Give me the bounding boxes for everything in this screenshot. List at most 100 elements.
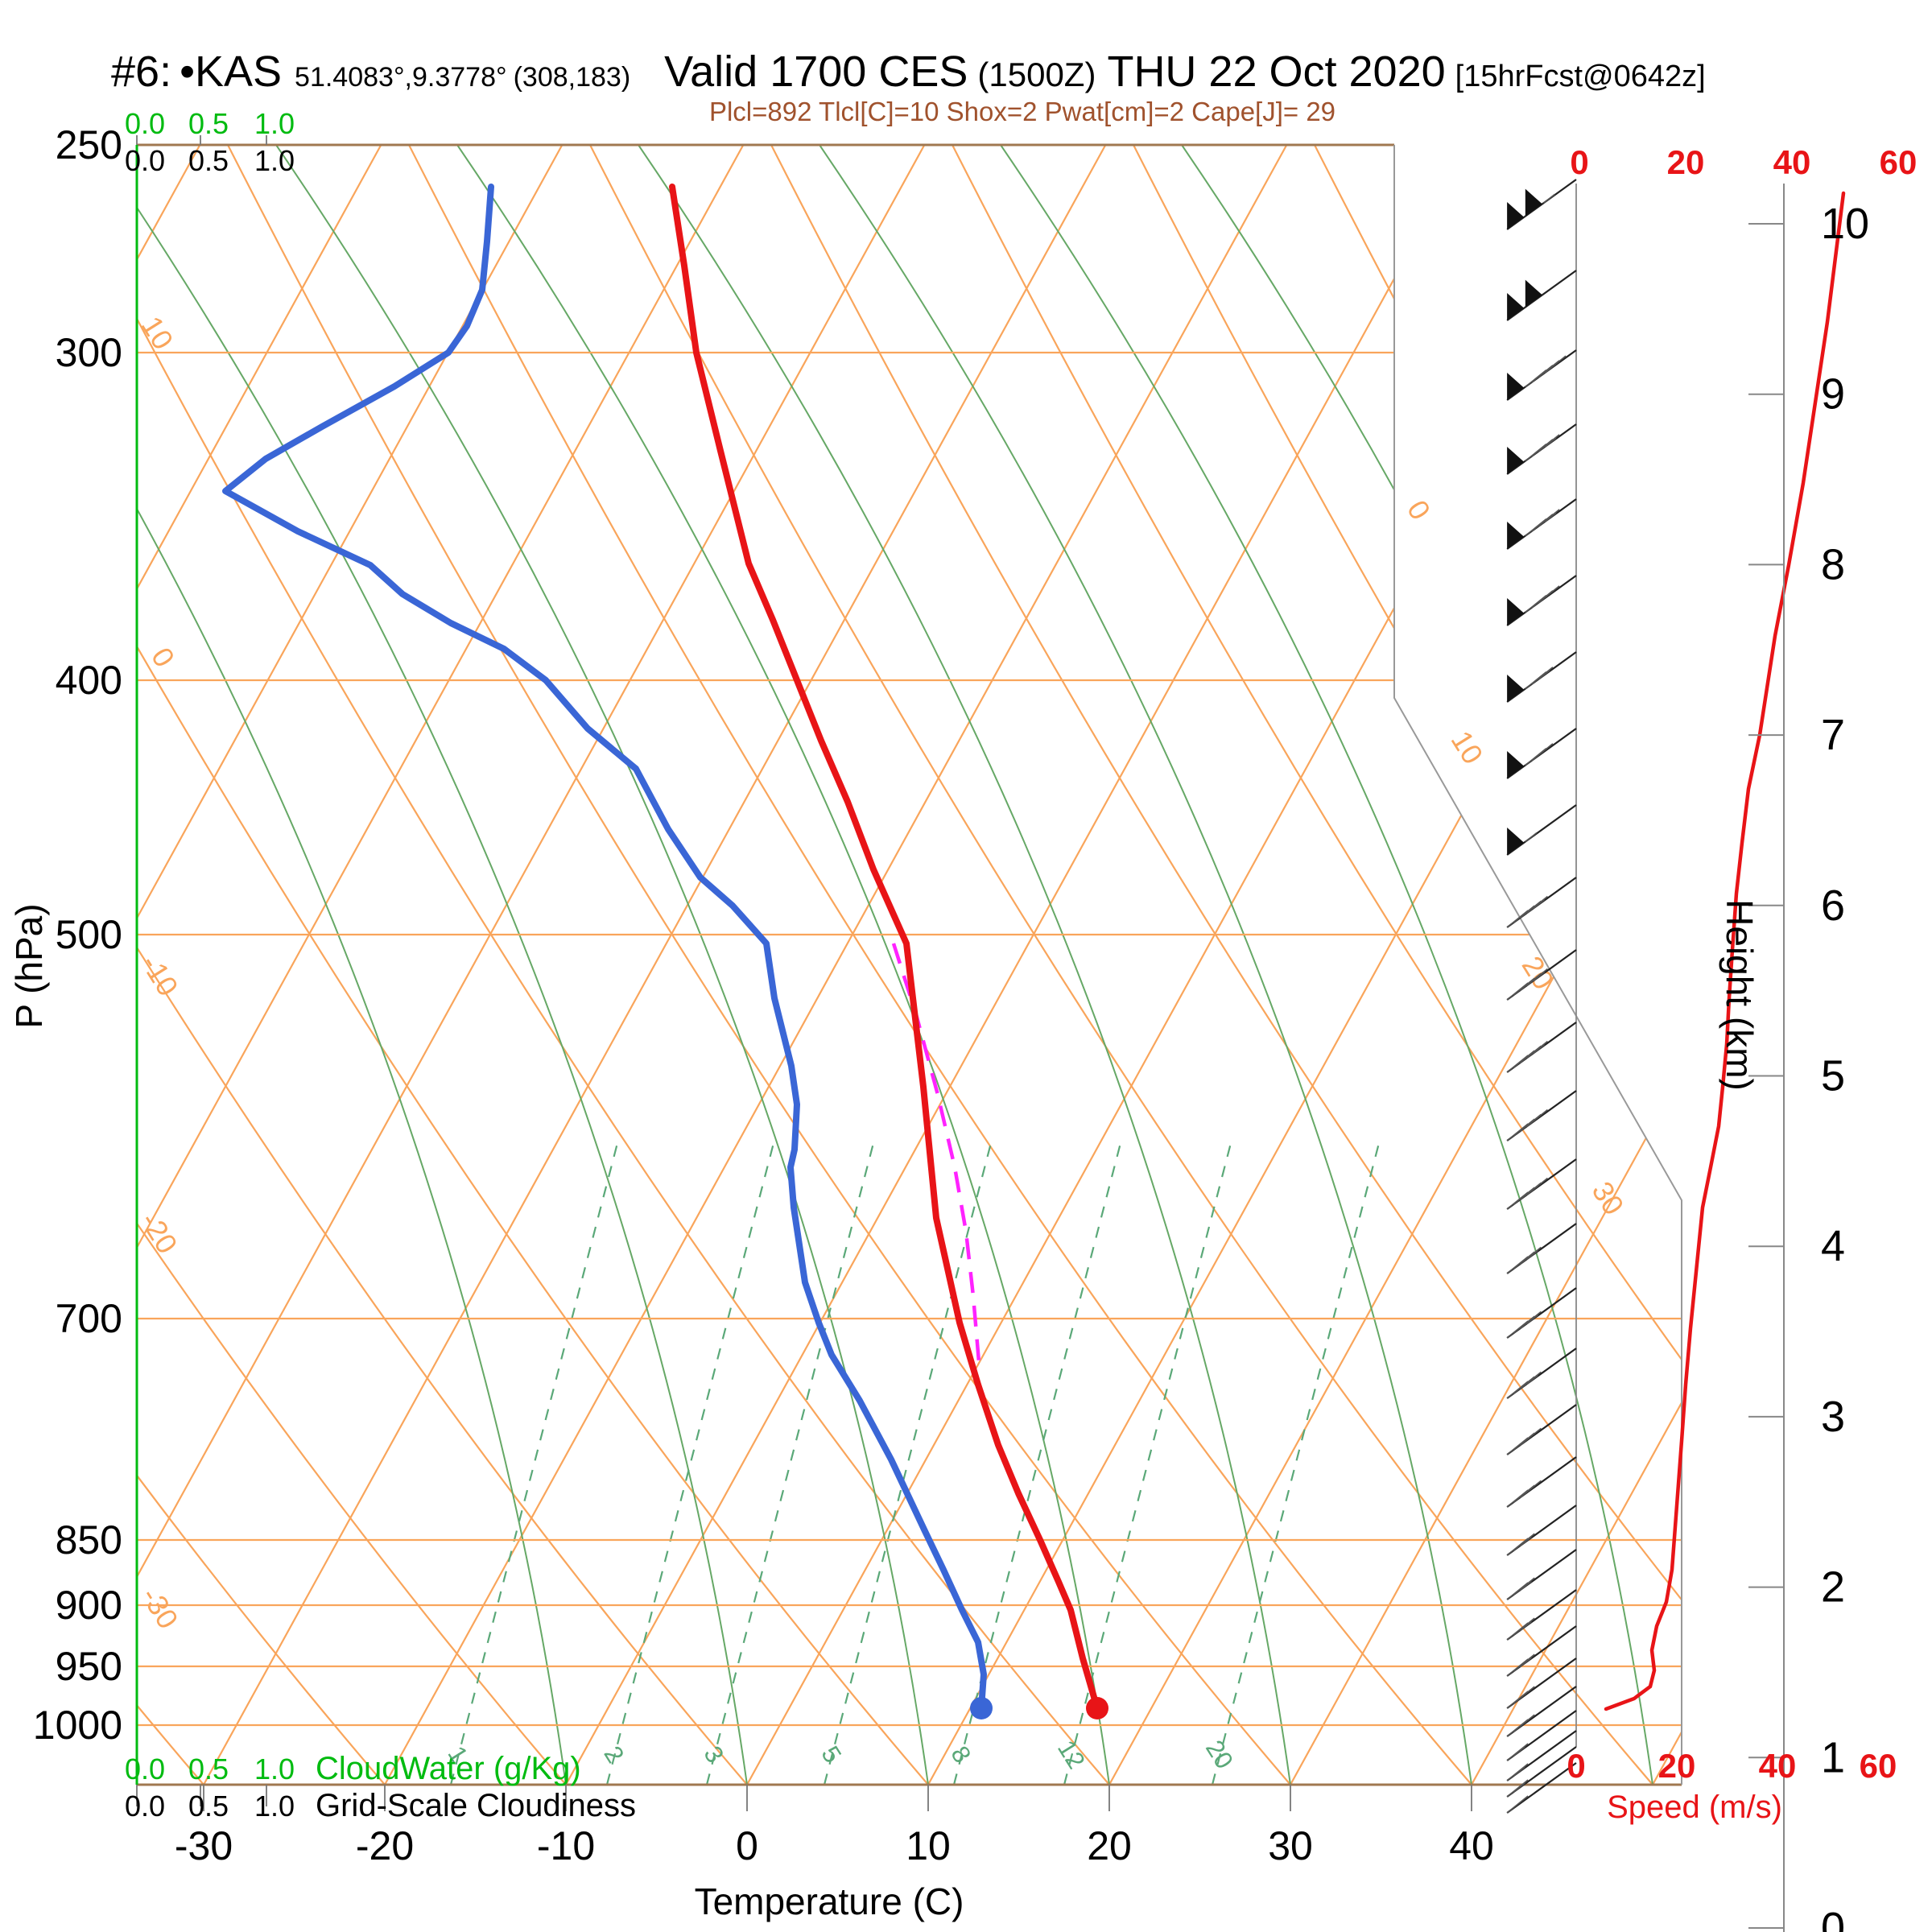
barb-full-feather — [1513, 1686, 1535, 1704]
barb-full-feather — [1519, 1427, 1542, 1446]
cloudwater-axis-title: CloudWater (g/Kg) — [316, 1751, 581, 1786]
isotherm-line — [137, 145, 382, 1785]
wind-barb — [1506, 1746, 1577, 1798]
pressure-tick-label: 850 — [56, 1517, 122, 1563]
speed-bottom-label: 60 — [1860, 1747, 1897, 1785]
mixing-ratio-line — [1211, 1142, 1381, 1785]
barb-flag — [1507, 373, 1525, 401]
wind-barb — [1506, 1762, 1577, 1814]
isotherm-line — [1290, 145, 1682, 1785]
isotherm-line — [1471, 145, 1682, 1785]
mixing-ratio-label: 2 — [598, 1741, 630, 1768]
cloudiness-scale-top: 1.0 — [254, 144, 295, 177]
parcel-curve — [891, 943, 981, 1363]
wind-barb — [1506, 1348, 1577, 1399]
mixing-ratio-line — [823, 1142, 993, 1785]
temperature-curve — [669, 184, 1100, 1711]
barb-flag — [1525, 188, 1542, 217]
temp-tick-label: -10 — [537, 1823, 595, 1868]
cloudiness-scale-bottom: 0.0 — [125, 1790, 165, 1823]
wind-barb — [1506, 1589, 1577, 1641]
temp-tick-label: 10 — [906, 1823, 951, 1868]
wind-barb — [1506, 575, 1577, 626]
dry-adiabat-line — [1676, 145, 1682, 1785]
mixing-ratio-label: 5 — [815, 1741, 847, 1768]
pressure-tick-label: 400 — [56, 658, 122, 703]
height-axis-title: Height (km) — [1719, 899, 1761, 1091]
dry-adiabat-line — [137, 145, 386, 1785]
barb-half-feather — [1513, 1766, 1525, 1777]
dry-adiabat-line — [137, 145, 1110, 1785]
temperature-surface-dot — [1086, 1697, 1108, 1719]
height-tick-label: 4 — [1821, 1222, 1845, 1270]
speed-top-label: 60 — [1880, 143, 1918, 181]
title-gridpoint: (308,183) — [513, 62, 631, 93]
cloudwater-scale-top: 1.0 — [254, 107, 295, 140]
cloudiness-scale-top: 0.5 — [188, 144, 229, 177]
title-valid-time: Valid 1700 CES — [664, 47, 968, 96]
wind-barb — [1506, 498, 1577, 550]
height-tick-label: 7 — [1821, 711, 1845, 759]
barb-staff — [1506, 804, 1577, 856]
cloudwater-scale-bottom: 0.5 — [188, 1752, 229, 1785]
cloudiness-scale-top: 0.0 — [125, 144, 165, 177]
barb-half-feather — [1544, 437, 1557, 448]
title-forecast: [15hrFcst@0642z] — [1455, 60, 1706, 93]
wind-speed-curve — [1604, 191, 1846, 1711]
temp-tick-label: 20 — [1087, 1823, 1132, 1868]
isotherm-line — [137, 145, 926, 1785]
speed-axis-title: Speed (m/s) — [1607, 1790, 1782, 1825]
wind-barb — [1506, 1657, 1577, 1709]
temperature-axis-title: Temperature (C) — [695, 1880, 964, 1922]
barb-half-feather — [1513, 1782, 1525, 1793]
pressure-axis-title: P (hPa) — [8, 903, 50, 1028]
pressure-tick-label: 300 — [56, 330, 122, 375]
mixing-ratio-line — [605, 1142, 775, 1785]
barb-half-feather — [1525, 1374, 1538, 1385]
wind-barb — [1506, 1456, 1577, 1508]
temp-tick-label: 30 — [1268, 1823, 1313, 1868]
temp-tick-label: 0 — [736, 1823, 758, 1868]
moist-adiabat-line — [137, 145, 748, 1785]
pressure-tick-label: 700 — [56, 1296, 122, 1341]
wind-barb — [1506, 728, 1577, 779]
barb-flag — [1507, 293, 1525, 321]
barb-full-feather — [1506, 1795, 1529, 1814]
title-station: •KAS — [180, 47, 283, 96]
mixing-ratio-label: 20 — [1200, 1736, 1239, 1774]
barb-half-feather — [1519, 1536, 1532, 1546]
barb-full-feather — [1531, 743, 1554, 762]
wind-barb — [1506, 349, 1577, 401]
cloudwater-scale-top: 0.0 — [125, 107, 165, 140]
mixing-ratio-line — [1063, 1142, 1232, 1785]
wind-barb — [1506, 1287, 1577, 1339]
height-tick-label: 5 — [1821, 1052, 1845, 1100]
barb-half-feather — [1519, 1620, 1532, 1631]
height-tick-label: 9 — [1821, 370, 1845, 419]
wind-barb — [1506, 1686, 1577, 1737]
height-tick-label: 10 — [1821, 200, 1869, 248]
barb-half-feather — [1538, 670, 1550, 680]
wind-barb — [1506, 1710, 1577, 1761]
dry-adiabat-line — [137, 145, 567, 1785]
isotherm-line — [927, 145, 1682, 1785]
barb-half-feather — [1519, 1580, 1532, 1591]
title-zulu-time: (1500Z) — [977, 56, 1096, 93]
height-tick-label: 3 — [1821, 1393, 1845, 1441]
barb-staff — [1506, 270, 1577, 321]
barb-half-feather — [1544, 512, 1557, 522]
mixing-ratio-line — [449, 1142, 619, 1785]
temp-tick-label: -30 — [175, 1823, 233, 1868]
pressure-tick-label: 900 — [56, 1583, 122, 1628]
barb-half-feather — [1519, 1657, 1532, 1667]
wind-barb — [1506, 1505, 1577, 1556]
temp-tick-label: -20 — [356, 1823, 414, 1868]
isotherm-line — [203, 145, 1107, 1785]
pressure-tick-label: 250 — [56, 122, 122, 167]
wind-barb — [1506, 1022, 1577, 1073]
barb-staff — [1506, 1762, 1577, 1814]
isotherm-line — [137, 145, 745, 1785]
cloudwater-scale-top: 0.5 — [188, 107, 229, 140]
